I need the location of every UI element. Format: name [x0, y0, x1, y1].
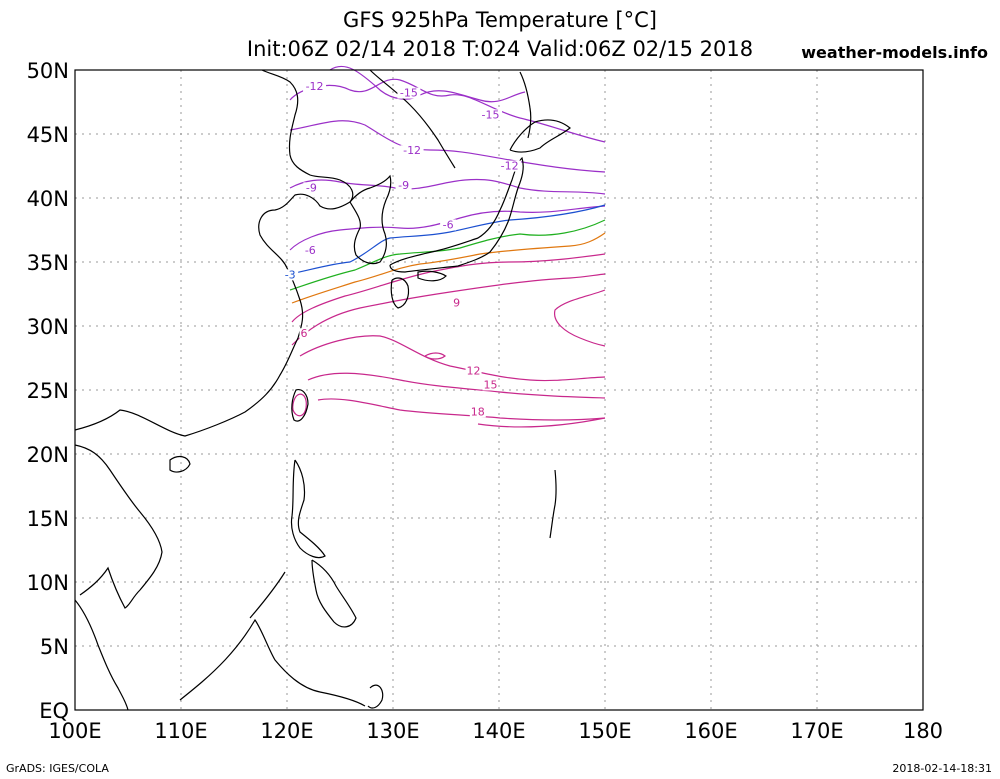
lat-tick-label: EQ [39, 699, 69, 723]
lon-tick-label: 130E [366, 719, 419, 743]
lat-lon-grid [75, 70, 923, 710]
contour-label: -3 [285, 268, 296, 281]
contour-label: -15 [400, 87, 418, 100]
contour-label: -12 [403, 144, 421, 157]
grads-credit: GrADS: IGES/COLA [6, 762, 109, 775]
japan-shikoku [417, 270, 447, 282]
contour-plus-18 [317, 398, 606, 421]
contour-label: 9 [453, 297, 460, 310]
lat-tick-label: 45N [27, 123, 69, 147]
philippines-south [311, 559, 357, 628]
map-title: GFS 925hPa Temperature [°C] [343, 8, 657, 32]
contour-label: -15 [482, 108, 500, 121]
contour-label-bg [303, 81, 327, 93]
contour-label: -12 [306, 80, 324, 93]
contour-label-bg [303, 182, 320, 194]
lon-tick-label: 170E [790, 719, 843, 743]
contour-plus-9 [291, 273, 606, 346]
taiwan [291, 389, 309, 422]
lat-tick-label: 40N [27, 187, 69, 211]
contour-plus-taiwan [292, 393, 307, 417]
palawan [249, 571, 286, 619]
lon-tick-label: 100E [48, 719, 101, 743]
contour-label-bg [482, 379, 499, 391]
contour-minus-12b [289, 120, 606, 173]
contour-plus-6 [291, 253, 606, 323]
longitude-ticks: 100E 110E 120E 130E 140E 150E 160E 170E 180 [48, 719, 943, 743]
contour-label-bg [397, 87, 421, 99]
borneo [179, 618, 366, 707]
map-frame [74, 69, 924, 711]
lon-tick-label: 150E [578, 719, 631, 743]
contour-label-bg [469, 406, 486, 418]
contour-minus-12 [289, 78, 606, 143]
contour-minus-9 [289, 178, 606, 195]
japan-honshu [389, 156, 524, 273]
lon-tick-label: 160E [684, 719, 737, 743]
contour-label-bg [440, 219, 457, 231]
contour-label-bg [465, 365, 482, 377]
contour-plus-12 [299, 335, 606, 382]
contour-minus-6 [289, 205, 606, 251]
contour-minus-15 [329, 65, 526, 103]
japan-hokkaido [509, 119, 571, 153]
lat-tick-label: 20N [27, 443, 69, 467]
contour-label: 6 [300, 327, 307, 340]
contour-minus-3 [289, 204, 606, 275]
sulawesi [367, 684, 384, 709]
lon-tick-label: 140E [472, 719, 525, 743]
contour-label: -9 [398, 179, 409, 192]
contour-plus-15 [307, 372, 606, 399]
contour-label-bg [299, 328, 309, 340]
contour-label-bg [452, 297, 462, 309]
indochina-coast [74, 444, 163, 609]
lat-tick-label: 35N [27, 251, 69, 275]
contour-label: -6 [305, 244, 316, 257]
site-name: weather-models.info [801, 43, 988, 62]
sakhalin [519, 71, 532, 139]
lat-tick-label: 30N [27, 315, 69, 339]
map-subtitle: Init:06Z 02/14 2018 T:024 Valid:06Z 02/1… [246, 37, 754, 61]
lon-tick-label: 110E [154, 719, 207, 743]
contour-label: 15 [484, 378, 498, 391]
philippines-luzon [290, 459, 326, 559]
contour-plus-21 [477, 417, 606, 428]
lon-tick-label: 120E [260, 719, 313, 743]
hainan [169, 455, 191, 473]
contour-label: 12 [467, 364, 481, 377]
contour-label-bg [400, 145, 424, 157]
lat-tick-label: 25N [27, 379, 69, 403]
contour-label-bg [479, 109, 503, 121]
contour-label-bg [498, 160, 522, 172]
temperature-contours [289, 65, 606, 428]
contour-plus-9b [554, 289, 606, 347]
contour-label: -9 [306, 181, 317, 194]
korea-coast [349, 174, 392, 265]
timestamp: 2018-02-14-18:31 [892, 762, 992, 775]
lat-tick-label: 10N [27, 571, 69, 595]
contour-label-bg [395, 179, 412, 191]
lat-tick-label: 15N [27, 507, 69, 531]
lat-tick-label: 5N [40, 635, 69, 659]
contour-label: -12 [501, 160, 519, 173]
japan-kyushu [390, 277, 410, 309]
lat-tick-label: 50N [27, 59, 69, 83]
latitude-ticks: EQ 5N 10N 15N 20N 25N 30N 35N 40N 45N 50N [27, 59, 69, 723]
contour-label-bg [302, 245, 319, 257]
contour-label: -6 [443, 218, 454, 231]
contour-label: 18 [471, 405, 485, 418]
contour-label-bg [282, 269, 299, 281]
russia-coast [369, 69, 456, 169]
malay-peninsula [74, 599, 129, 711]
contour-plus-12b [424, 352, 446, 360]
lon-tick-label: 180 [903, 719, 943, 743]
contour-plus-3 [291, 232, 606, 304]
china-coast [74, 69, 354, 437]
coastlines [74, 69, 571, 711]
mariana-islands [549, 469, 557, 539]
